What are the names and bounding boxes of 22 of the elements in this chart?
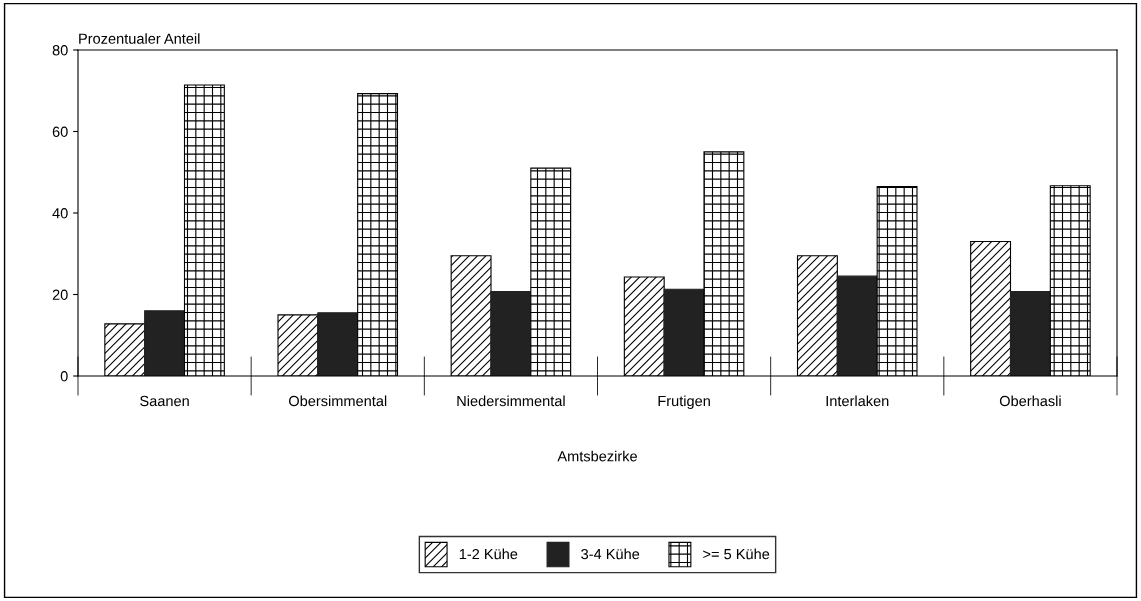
bar	[317, 312, 359, 376]
x-axis-title: Amtsbezirke	[557, 450, 637, 462]
bar	[490, 291, 532, 376]
y-tick-label: 0	[60, 371, 68, 382]
y-tick-label: 40	[52, 208, 68, 219]
bar	[144, 310, 186, 376]
bar	[663, 288, 705, 376]
y-tick-label: 20	[52, 289, 68, 300]
legend-label: 3-4 Kühe	[581, 548, 640, 560]
bar	[1009, 291, 1051, 376]
y-tick-label: 80	[52, 45, 68, 56]
legend-label: 1-2 Kühe	[459, 548, 518, 560]
bar	[836, 275, 878, 376]
x-tick-label: Oberhasli	[999, 395, 1061, 407]
x-tick-label: Interlaken	[826, 395, 889, 407]
x-tick-label: Niedersimmental	[457, 395, 565, 407]
x-tick-label: Saanen	[140, 395, 189, 407]
y-axis-title: Prozentualer Anteil	[79, 33, 200, 44]
y-tick-label: 60	[52, 126, 68, 137]
x-tick-label: Frutigen	[658, 395, 710, 410]
x-tick-label: Obersimmental	[289, 395, 387, 407]
legend-label: >= 5 Kühe	[703, 548, 770, 560]
